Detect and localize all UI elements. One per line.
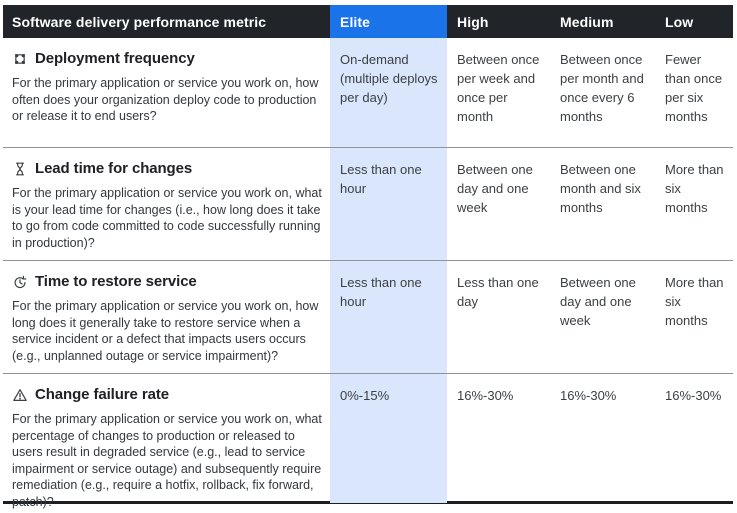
low-value-cell: More than six months <box>665 162 724 215</box>
table-header-row: Software delivery performance metric Eli… <box>3 5 733 38</box>
metric-description: For the primary application or service y… <box>12 412 322 509</box>
metric-cell: Time to restore service For the primary … <box>3 261 330 373</box>
hourglass-icon <box>12 161 28 177</box>
metric-description: For the primary application or service y… <box>12 299 319 363</box>
metric-row-deployment-frequency: Deployment frequency For the primary app… <box>3 38 733 147</box>
metric-row-lead-time: Lead time for changes For the primary ap… <box>3 147 733 260</box>
high-value-cell: 16%-30% <box>457 388 514 403</box>
metric-title-line: Deployment frequency <box>12 49 324 68</box>
metric-row-time-to-restore: Time to restore service For the primary … <box>3 260 733 373</box>
header-medium: Medium <box>560 13 614 30</box>
elite-value-cell: 0%-15% <box>330 374 447 503</box>
metric-description: For the primary application or service y… <box>12 76 319 123</box>
elite-value-cell: Less than one hour <box>330 261 447 373</box>
elite-value-cell: On-demand (multiple deploys per day) <box>330 38 447 147</box>
metric-cell: Deployment frequency For the primary app… <box>3 38 330 147</box>
header-elite: Elite <box>330 5 447 38</box>
high-value-cell: Between once per week and once per month <box>457 52 540 124</box>
header-low: Low <box>665 13 694 30</box>
restore-clock-icon <box>12 274 28 290</box>
low-value-cell: More than six months <box>665 275 724 328</box>
high-value-cell: Less than one day <box>457 275 539 309</box>
metric-title: Change failure rate <box>35 386 169 403</box>
medium-value-cell: Between once per month and once every 6 … <box>560 52 644 124</box>
metric-title: Time to restore service <box>35 273 197 290</box>
metric-description: For the primary application or service y… <box>12 186 322 250</box>
metric-title-line: Time to restore service <box>12 272 324 291</box>
dora-metrics-table: Software delivery performance metric Eli… <box>3 5 733 509</box>
medium-value-cell: Between one day and one week <box>560 275 636 328</box>
medium-value-cell: 16%-30% <box>560 388 617 403</box>
metric-cell: Lead time for changes For the primary ap… <box>3 148 330 260</box>
warning-triangle-icon <box>12 387 28 403</box>
metric-title: Lead time for changes <box>35 160 193 177</box>
header-metric-label: Software delivery performance metric <box>12 13 267 30</box>
medium-value-cell: Between one month and six months <box>560 162 641 215</box>
metric-row-change-failure-rate: Change failure rate For the primary appl… <box>3 373 733 509</box>
header-high: High <box>457 13 489 30</box>
metric-cell: Change failure rate For the primary appl… <box>3 374 330 509</box>
low-value-cell: Fewer than once per six months <box>665 52 723 124</box>
elite-value-cell: Less than one hour <box>330 148 447 260</box>
low-value-cell: 16%-30% <box>665 388 722 403</box>
metric-title-line: Lead time for changes <box>12 159 324 178</box>
metric-title-line: Change failure rate <box>12 385 324 404</box>
metric-title: Deployment frequency <box>35 50 195 67</box>
deployment-frequency-icon <box>12 51 28 67</box>
high-value-cell: Between one day and one week <box>457 162 533 215</box>
